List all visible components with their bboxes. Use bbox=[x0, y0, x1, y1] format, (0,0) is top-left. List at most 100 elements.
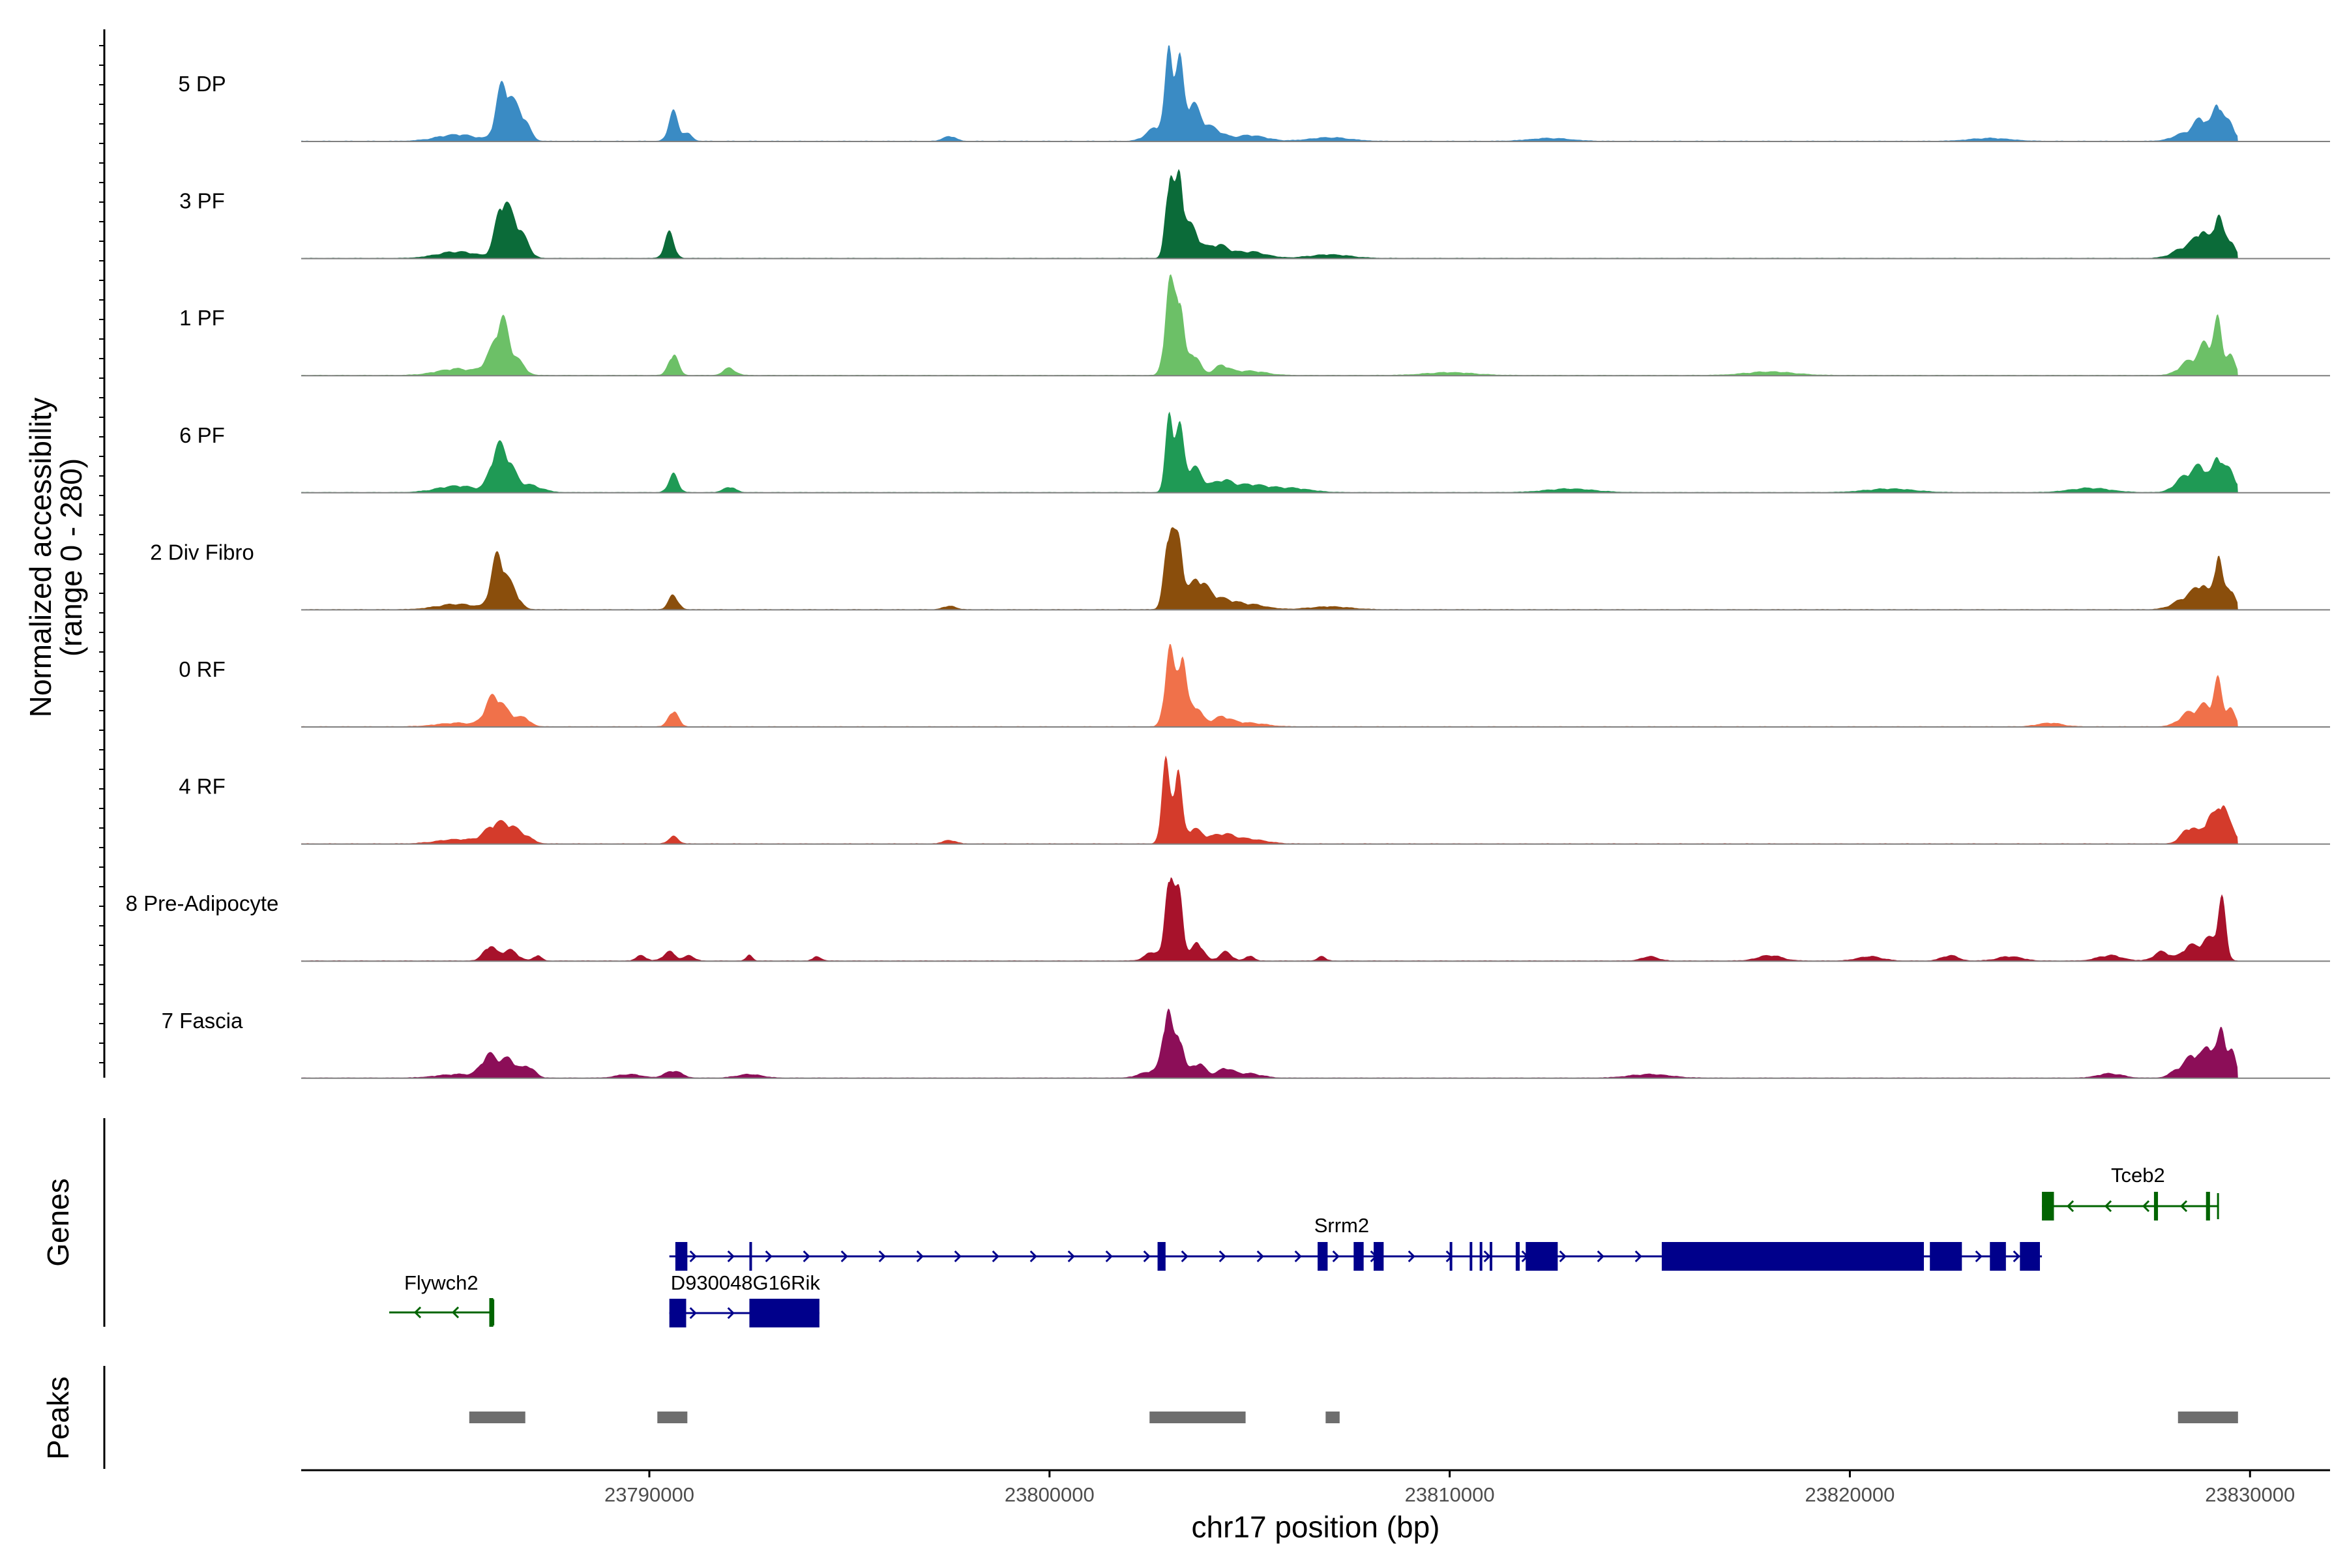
gene-exon bbox=[2206, 1192, 2210, 1220]
strand-arrow bbox=[1559, 1250, 1567, 1263]
coverage-area bbox=[301, 45, 2238, 141]
genes-track: Flywch2 D930048G16Rik Srrm2 Tceb2 bbox=[389, 1164, 2219, 1327]
peaks-track-label: Peaks bbox=[41, 1376, 75, 1460]
strand-arrow bbox=[727, 1250, 735, 1263]
track-3-pf: 3 PF bbox=[179, 169, 2330, 259]
peak-region bbox=[2177, 1412, 2238, 1423]
strand-arrow bbox=[1143, 1250, 1151, 1263]
gene-exon bbox=[2042, 1192, 2054, 1220]
track-label: 6 PF bbox=[179, 423, 225, 447]
track-label: 8 Pre-Adipocyte bbox=[126, 891, 279, 915]
y-axis-label-line2: (range 0 - 280) bbox=[54, 458, 88, 657]
coverage-area bbox=[301, 274, 2238, 376]
gene-exon bbox=[1515, 1242, 1520, 1271]
track-label: 2 Div Fibro bbox=[150, 540, 254, 564]
gene-exon bbox=[1490, 1242, 1493, 1271]
strand-arrow bbox=[451, 1306, 460, 1319]
strand-arrow bbox=[878, 1250, 886, 1263]
gene-label: Tceb2 bbox=[2111, 1164, 2165, 1187]
gene-exon bbox=[2153, 1192, 2159, 1220]
strand-arrow bbox=[1597, 1250, 1604, 1263]
strand-arrow bbox=[1294, 1250, 1302, 1263]
gene-exon bbox=[1449, 1242, 1453, 1271]
x-tick-label: 23790000 bbox=[604, 1483, 694, 1506]
track-6-pf: 6 PF bbox=[179, 411, 2330, 494]
gene-exon bbox=[1479, 1242, 1483, 1271]
strand-arrow bbox=[2142, 1200, 2150, 1213]
gene-exon bbox=[1469, 1242, 1473, 1271]
track-2-div-fibro: 2 Div Fibro bbox=[150, 527, 2330, 611]
track-label: 0 RF bbox=[179, 657, 226, 681]
gene-exon bbox=[1318, 1242, 1328, 1271]
strand-arrow bbox=[1256, 1250, 1264, 1263]
track-label: 1 PF bbox=[179, 306, 225, 330]
gene-tceb2: Tceb2 bbox=[2042, 1164, 2219, 1220]
strand-arrow bbox=[803, 1250, 810, 1263]
x-tick-label: 23810000 bbox=[1405, 1483, 1495, 1506]
gene-exon bbox=[1353, 1242, 1364, 1271]
coverage-tracks: 5 DP 3 PF 1 PF 6 PF 2 Div Fibro 0 RF 4 RF 8 Pre… bbox=[126, 45, 2330, 1079]
x-tick-label: 23800000 bbox=[1005, 1483, 1095, 1506]
strand-arrow bbox=[2066, 1200, 2074, 1213]
strand-arrow bbox=[2104, 1200, 2112, 1213]
track-1-pf: 1 PF bbox=[179, 274, 2330, 377]
track-4-rf: 4 RF bbox=[179, 755, 2330, 845]
track-label: 3 PF bbox=[179, 189, 225, 213]
strand-arrow bbox=[954, 1250, 962, 1263]
coverage-area bbox=[301, 527, 2238, 610]
peak-region bbox=[1325, 1412, 1340, 1423]
gene-label: Srrm2 bbox=[1314, 1214, 1369, 1237]
y-axis-label-line1: Normalized accessibility bbox=[23, 398, 57, 718]
coverage-area bbox=[301, 755, 2238, 844]
strand-arrow bbox=[1332, 1250, 1340, 1263]
strand-arrow bbox=[916, 1250, 924, 1263]
strand-arrow bbox=[1181, 1250, 1188, 1263]
track-7-fascia: 7 Fascia bbox=[162, 1008, 2330, 1079]
strand-arrow bbox=[765, 1250, 773, 1263]
gene-exon bbox=[2020, 1242, 2040, 1271]
gene-exon bbox=[749, 1242, 752, 1271]
peak-region bbox=[1149, 1412, 1246, 1423]
coverage-area bbox=[301, 1008, 2238, 1078]
peaks-track bbox=[469, 1412, 2238, 1423]
gene-exon bbox=[1374, 1242, 1384, 1271]
gene-exon bbox=[1930, 1242, 1962, 1271]
strand-arrow bbox=[2179, 1200, 2188, 1213]
strand-arrow bbox=[727, 1307, 735, 1320]
strand-arrow bbox=[992, 1250, 999, 1263]
strand-arrow bbox=[1634, 1250, 1642, 1263]
gene-exon bbox=[1157, 1242, 1166, 1271]
x-axis-label: chr17 position (bp) bbox=[1192, 1510, 1440, 1544]
track-8-pre-adipocyte: 8 Pre-Adipocyte bbox=[126, 877, 2330, 962]
coverage-area bbox=[301, 877, 2238, 962]
gene-exon bbox=[749, 1299, 819, 1327]
x-tick-label: 23830000 bbox=[2205, 1483, 2295, 1506]
gene-d930048g16rik: D930048G16Rik bbox=[669, 1271, 821, 1327]
peak-region bbox=[657, 1412, 688, 1423]
coverage-area bbox=[301, 643, 2238, 727]
strand-arrow bbox=[1975, 1250, 1983, 1263]
strand-arrow bbox=[689, 1250, 697, 1263]
track-label: 4 RF bbox=[179, 775, 226, 799]
track-0-rf: 0 RF bbox=[179, 643, 2330, 728]
x-axis-ticks: 23790000 23800000 23810000 23820000 23830000 bbox=[604, 1470, 2295, 1506]
strand-arrow bbox=[1029, 1250, 1037, 1263]
coverage-area bbox=[301, 411, 2238, 493]
peak-region bbox=[469, 1412, 525, 1423]
gene-exon bbox=[1526, 1242, 1558, 1271]
x-tick-label: 23820000 bbox=[1805, 1483, 1895, 1506]
strand-arrow bbox=[689, 1307, 697, 1320]
strand-arrow bbox=[840, 1250, 848, 1263]
strand-arrow bbox=[1105, 1250, 1113, 1263]
coverage-area bbox=[301, 169, 2238, 259]
gene-exon bbox=[1990, 1242, 2006, 1271]
gene-exon bbox=[669, 1299, 686, 1327]
gene-exon bbox=[1661, 1242, 1924, 1271]
track-label: 5 DP bbox=[178, 72, 226, 96]
strand-arrow bbox=[1218, 1250, 1226, 1263]
strand-arrow bbox=[1067, 1250, 1075, 1263]
gene-label: D930048G16Rik bbox=[671, 1271, 821, 1294]
genes-track-label: Genes bbox=[41, 1178, 75, 1267]
gene-flywch2: Flywch2 bbox=[389, 1271, 495, 1327]
